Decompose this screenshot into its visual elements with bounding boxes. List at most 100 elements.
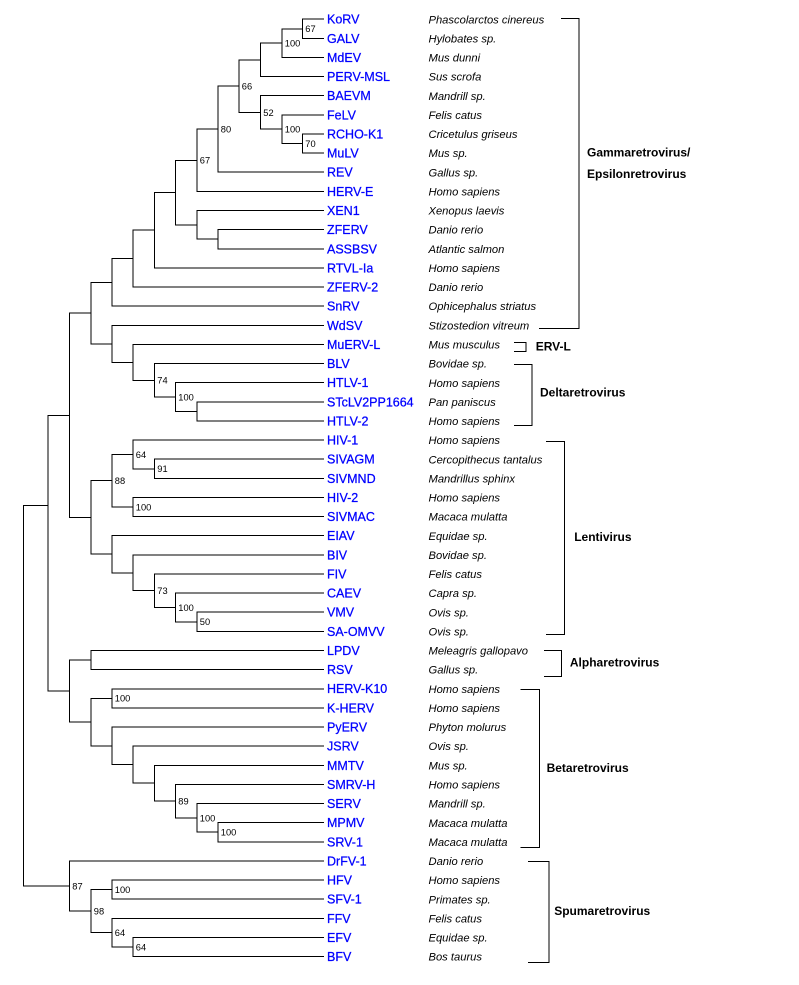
svg-text:Alpharetrovirus: Alpharetrovirus (570, 656, 660, 670)
svg-text:Homo sapiens: Homo sapiens (429, 703, 501, 715)
svg-text:Homo sapiens: Homo sapiens (429, 187, 501, 199)
svg-text:EIAV: EIAV (327, 529, 355, 543)
svg-text:Danio rerio: Danio rerio (429, 856, 484, 868)
svg-text:100: 100 (200, 813, 216, 823)
svg-text:64: 64 (136, 450, 146, 460)
svg-text:Bos taurus: Bos taurus (429, 952, 483, 964)
svg-text:87: 87 (72, 881, 82, 891)
svg-text:Equidae sp.: Equidae sp. (429, 531, 488, 543)
svg-text:66: 66 (242, 82, 252, 92)
svg-text:74: 74 (157, 376, 167, 386)
svg-text:Gallus sp.: Gallus sp. (429, 167, 479, 179)
svg-text:100: 100 (115, 694, 131, 704)
svg-text:Pan paniscus: Pan paniscus (429, 397, 497, 409)
svg-text:MuLV: MuLV (327, 147, 359, 161)
svg-text:50: 50 (200, 617, 210, 627)
svg-text:BLV: BLV (327, 357, 350, 371)
svg-text:RSV: RSV (327, 663, 353, 677)
svg-text:FFV: FFV (327, 912, 351, 926)
svg-text:SnRV: SnRV (327, 300, 360, 314)
svg-text:98: 98 (94, 907, 104, 917)
svg-text:SMRV-H: SMRV-H (327, 778, 375, 792)
svg-text:70: 70 (305, 139, 315, 149)
svg-text:Homo sapiens: Homo sapiens (429, 684, 501, 696)
svg-text:BAEVM: BAEVM (327, 89, 371, 103)
svg-text:Equidae sp.: Equidae sp. (429, 933, 488, 945)
svg-text:RCHO-K1: RCHO-K1 (327, 128, 383, 142)
svg-text:Homo sapiens: Homo sapiens (429, 435, 501, 447)
svg-text:GALV: GALV (327, 32, 360, 46)
svg-text:Felis catus: Felis catus (429, 913, 483, 925)
svg-text:Ovis sp.: Ovis sp. (429, 607, 469, 619)
svg-text:Homo sapiens: Homo sapiens (429, 416, 501, 428)
svg-text:WdSV: WdSV (327, 319, 363, 333)
svg-text:80: 80 (221, 125, 231, 135)
svg-text:HERV-K10: HERV-K10 (327, 682, 387, 696)
svg-text:FIV: FIV (327, 568, 347, 582)
svg-text:Xenopus laevis: Xenopus laevis (428, 206, 505, 218)
svg-text:RTVL-Ia: RTVL-Ia (327, 261, 373, 275)
svg-text:SA-OMVV: SA-OMVV (327, 625, 385, 639)
svg-text:MdEV: MdEV (327, 51, 362, 65)
svg-text:MuERV-L: MuERV-L (327, 338, 380, 352)
svg-text:Ovis sp.: Ovis sp. (429, 741, 469, 753)
svg-text:64: 64 (136, 942, 146, 952)
svg-text:Atlantic salmon: Atlantic salmon (428, 244, 505, 256)
svg-text:100: 100 (136, 502, 152, 512)
svg-text:100: 100 (178, 603, 194, 613)
svg-text:ZFERV-2: ZFERV-2 (327, 281, 378, 295)
svg-text:100: 100 (285, 125, 301, 135)
svg-text:Spumaretrovirus: Spumaretrovirus (554, 904, 650, 918)
svg-text:Felis catus: Felis catus (429, 110, 483, 122)
svg-text:Macaca mulatta: Macaca mulatta (429, 818, 508, 830)
svg-text:ASSBSV: ASSBSV (327, 242, 378, 256)
svg-text:HFV: HFV (327, 874, 353, 888)
svg-text:67: 67 (200, 156, 210, 166)
svg-text:DrFV-1: DrFV-1 (327, 854, 367, 868)
svg-text:Betaretrovirus: Betaretrovirus (547, 761, 629, 775)
svg-text:Macaca mulatta: Macaca mulatta (429, 512, 508, 524)
svg-text:Bovidae sp.: Bovidae sp. (429, 550, 487, 562)
svg-text:ERV-L: ERV-L (536, 339, 571, 353)
svg-text:HTLV-2: HTLV-2 (327, 414, 368, 428)
svg-text:Macaca mulatta: Macaca mulatta (429, 837, 508, 849)
svg-text:Stizostedion vitreum: Stizostedion vitreum (429, 320, 530, 332)
svg-text:Gallus sp.: Gallus sp. (429, 665, 479, 677)
svg-text:CAEV: CAEV (327, 587, 362, 601)
svg-text:Mus dunni: Mus dunni (429, 53, 481, 65)
svg-text:XEN1: XEN1 (327, 204, 360, 218)
svg-text:Cricetulus griseus: Cricetulus griseus (429, 129, 518, 141)
svg-text:Ovis sp.: Ovis sp. (429, 627, 469, 639)
svg-text:Cercopithecus tantalus: Cercopithecus tantalus (429, 454, 543, 466)
svg-text:Danio rerio: Danio rerio (429, 225, 484, 237)
svg-text:LPDV: LPDV (327, 644, 360, 658)
svg-text:Hylobates sp.: Hylobates sp. (429, 33, 497, 45)
svg-text:SFV-1: SFV-1 (327, 893, 362, 907)
svg-text:Homo sapiens: Homo sapiens (429, 378, 501, 390)
svg-text:SIVMND: SIVMND (327, 472, 376, 486)
svg-text:Mus sp.: Mus sp. (429, 148, 468, 160)
svg-text:Deltaretrovirus: Deltaretrovirus (540, 385, 626, 399)
svg-text:100: 100 (285, 39, 301, 49)
svg-text:Homo sapiens: Homo sapiens (429, 263, 501, 275)
svg-text:HERV-E: HERV-E (327, 185, 373, 199)
svg-text:67: 67 (305, 24, 315, 34)
svg-text:PERV-MSL: PERV-MSL (327, 70, 390, 84)
svg-text:STcLV2PP1664: STcLV2PP1664 (327, 395, 414, 409)
svg-text:MPMV: MPMV (327, 816, 365, 830)
svg-text:HIV-1: HIV-1 (327, 434, 358, 448)
svg-text:SIVAGM: SIVAGM (327, 453, 375, 467)
svg-text:K-HERV: K-HERV (327, 701, 375, 715)
svg-text:HTLV-1: HTLV-1 (327, 376, 368, 390)
svg-text:BIV: BIV (327, 548, 348, 562)
svg-text:Primates sp.: Primates sp. (429, 894, 491, 906)
svg-text:SIVMAC: SIVMAC (327, 510, 375, 524)
svg-text:FeLV: FeLV (327, 108, 357, 122)
svg-text:100: 100 (178, 392, 194, 402)
svg-text:52: 52 (263, 108, 273, 118)
svg-text:100: 100 (115, 885, 131, 895)
svg-text:89: 89 (178, 797, 188, 807)
svg-text:Danio rerio: Danio rerio (429, 282, 484, 294)
svg-text:HIV-2: HIV-2 (327, 491, 358, 505)
svg-text:MMTV: MMTV (327, 759, 364, 773)
